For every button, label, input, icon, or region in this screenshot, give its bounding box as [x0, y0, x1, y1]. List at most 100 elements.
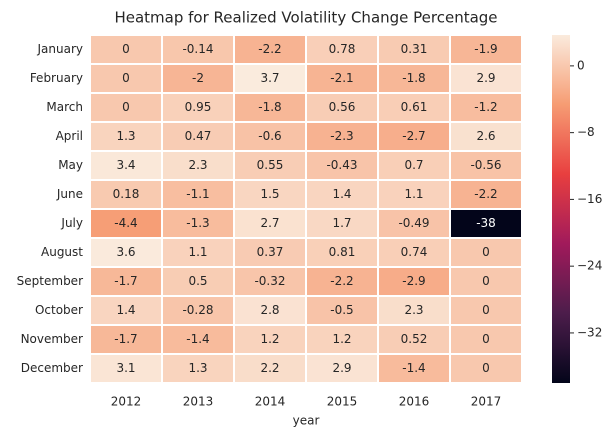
cell-label: 2.2	[260, 361, 279, 375]
heatmap-cell	[377, 121, 451, 152]
heatmap-cell	[449, 266, 523, 297]
cell-label: 0	[122, 71, 130, 85]
heatmap-cell	[161, 121, 235, 152]
cell-label: 1.3	[188, 361, 207, 375]
cell-label: -1.9	[474, 42, 497, 56]
y-tick-label: September	[17, 274, 83, 288]
heatmap-cell	[89, 353, 163, 384]
cell-label: -1.2	[474, 100, 497, 114]
y-tick-label: July	[60, 216, 83, 230]
y-tick-label: May	[58, 158, 83, 172]
heatmap-cell	[449, 63, 523, 94]
cell-label: -2.2	[258, 42, 281, 56]
heatmap-cell	[161, 353, 235, 384]
cell-label: 0	[482, 361, 490, 375]
cell-label: 0	[122, 100, 130, 114]
cell-label: 1.5	[260, 187, 279, 201]
cell-label: 1.2	[332, 332, 351, 346]
cell-label: 3.7	[260, 71, 279, 85]
cell-label: -1.1	[186, 187, 209, 201]
colorbar-tick-label: −16	[577, 192, 602, 206]
cell-label: 3.6	[116, 245, 135, 259]
x-tick-label: 2015	[327, 395, 358, 409]
cell-label: 0.52	[401, 332, 428, 346]
heatmap-cell	[449, 34, 523, 65]
x-tick-label: 2013	[183, 395, 214, 409]
cell-label: -0.49	[398, 216, 429, 230]
heatmap-cell	[449, 150, 523, 181]
cell-label: 0	[482, 245, 490, 259]
cell-label: -2.3	[330, 129, 353, 143]
y-tick-label: April	[56, 129, 83, 143]
y-tick-label: October	[35, 303, 83, 317]
cell-label: 2.3	[404, 303, 423, 317]
cell-label: -2.7	[402, 129, 425, 143]
heatmap-cell	[449, 237, 523, 268]
heatmap-cell	[233, 266, 307, 297]
heatmap-cell	[89, 179, 163, 210]
y-tick-label: June	[56, 187, 83, 201]
cell-label: 3.1	[116, 361, 135, 375]
cell-label: 2.6	[476, 129, 495, 143]
cell-label: -0.28	[182, 303, 213, 317]
cell-label: 1.4	[332, 187, 351, 201]
y-tick-label: August	[41, 245, 83, 259]
cell-label: -1.4	[186, 332, 209, 346]
cell-label: -2	[192, 71, 204, 85]
cell-label: 2.9	[476, 71, 495, 85]
heatmap-cell	[161, 63, 235, 94]
cell-label: 0.56	[329, 100, 356, 114]
heatmap-cell	[233, 237, 307, 268]
cell-label: 0	[482, 274, 490, 288]
heatmap-cell	[449, 179, 523, 210]
colorbar-tick-label: −24	[577, 259, 602, 273]
heatmap-cell	[89, 295, 163, 326]
cell-label: 3.4	[116, 158, 135, 172]
cell-label: 0.78	[329, 42, 356, 56]
cell-label: -1.8	[258, 100, 281, 114]
cell-label: 0.95	[185, 100, 212, 114]
cell-label: 0.81	[329, 245, 356, 259]
heatmap-cell	[449, 353, 523, 384]
cell-label: 1.1	[404, 187, 423, 201]
cell-label: 0.37	[257, 245, 284, 259]
heatmap-cell	[305, 92, 379, 123]
heatmap-cell	[305, 324, 379, 355]
cell-label: -4.4	[114, 216, 137, 230]
cell-label: -0.5	[330, 303, 353, 317]
x-tick-label: 2014	[255, 395, 286, 409]
colorbar-tick-label: −32	[577, 325, 602, 339]
colorbar-tick-label: −8	[577, 125, 595, 139]
cell-label: 1.7	[332, 216, 351, 230]
cell-label: 0.7	[404, 158, 423, 172]
cell-label: 0	[122, 42, 130, 56]
cell-label: 1.2	[260, 332, 279, 346]
cell-label: 2.3	[188, 158, 207, 172]
chart-title: Heatmap for Realized Volatility Change P…	[114, 9, 497, 27]
cell-label: -0.43	[326, 158, 357, 172]
cell-label: 0	[482, 332, 490, 346]
cell-label: -2.2	[330, 274, 353, 288]
x-tick-label: 2016	[399, 395, 430, 409]
cell-label: -1.7	[114, 274, 137, 288]
cell-label: 1.1	[188, 245, 207, 259]
cell-label: 0.5	[188, 274, 207, 288]
cell-label: -2.2	[474, 187, 497, 201]
cell-label: -38	[476, 216, 496, 230]
cell-label: -1.3	[186, 216, 209, 230]
heatmap-cell	[449, 324, 523, 355]
y-tick-label: November	[21, 332, 83, 346]
y-tick-label: March	[46, 100, 83, 114]
cell-label: 0.31	[401, 42, 428, 56]
heatmap-cell	[89, 208, 163, 239]
y-tick-label: January	[37, 42, 84, 56]
cell-label: 0.61	[401, 100, 428, 114]
heatmap-cell	[89, 324, 163, 355]
x-tick-label: 2012	[111, 395, 142, 409]
cell-label: 2.7	[260, 216, 279, 230]
cell-label: 0.18	[113, 187, 140, 201]
cell-label: 2.9	[332, 361, 351, 375]
cell-label: -1.4	[402, 361, 425, 375]
cell-label: 1.3	[116, 129, 135, 143]
